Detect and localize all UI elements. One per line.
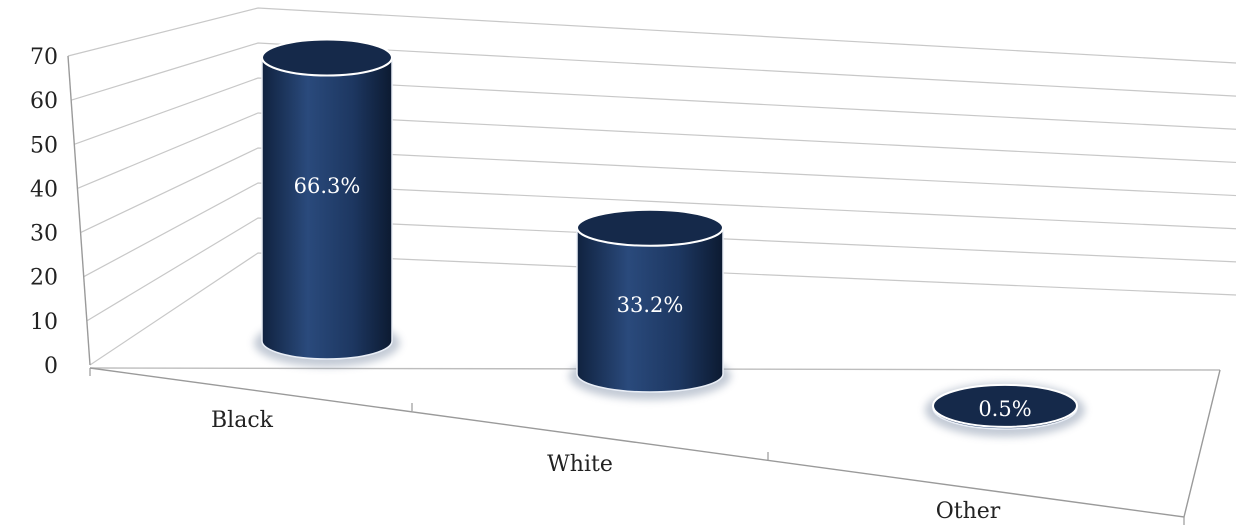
y-tick-label: 10 bbox=[30, 310, 58, 335]
gridline bbox=[67, 7, 1237, 64]
y-tick-label: 40 bbox=[30, 177, 58, 202]
gridline bbox=[70, 42, 1237, 101]
y-tick-label: 20 bbox=[30, 266, 58, 291]
bar-top bbox=[576, 208, 724, 247]
bar-top bbox=[932, 383, 1078, 428]
gridlines bbox=[67, 7, 1237, 366]
gridline bbox=[74, 77, 1237, 145]
y-tick-label: 70 bbox=[30, 45, 58, 70]
y-tick-label: 0 bbox=[44, 354, 58, 379]
bar-white: 33.2% bbox=[569, 208, 731, 400]
y-tick-label: 50 bbox=[30, 133, 58, 158]
y-tick-label: 30 bbox=[30, 222, 58, 247]
y-tick-label: 60 bbox=[30, 89, 58, 114]
gridline bbox=[86, 217, 1237, 322]
gridline bbox=[83, 182, 1237, 278]
category-label: Black bbox=[211, 408, 274, 433]
data-label: 66.3% bbox=[294, 174, 361, 198]
bar-top bbox=[261, 38, 393, 77]
gridline bbox=[89, 252, 1237, 366]
bar-body bbox=[576, 227, 724, 393]
bars: 66.3% 33.2% 0.5% bbox=[254, 38, 1085, 437]
y-axis-line bbox=[67, 55, 91, 366]
y-axis-tick-labels: 0 10 20 30 40 50 60 70 bbox=[30, 45, 58, 379]
bar-body bbox=[261, 56, 393, 360]
data-label: 33.2% bbox=[617, 293, 684, 317]
gridline bbox=[77, 112, 1237, 189]
category-label: Other bbox=[936, 499, 1001, 524]
gridline bbox=[80, 147, 1237, 234]
data-label: 0.5% bbox=[978, 397, 1031, 421]
category-label: White bbox=[547, 452, 613, 477]
bar-other: 0.5% bbox=[925, 383, 1085, 437]
x-axis-category-labels: Black White Other bbox=[211, 408, 1001, 524]
bar-black: 66.3% bbox=[254, 38, 400, 367]
